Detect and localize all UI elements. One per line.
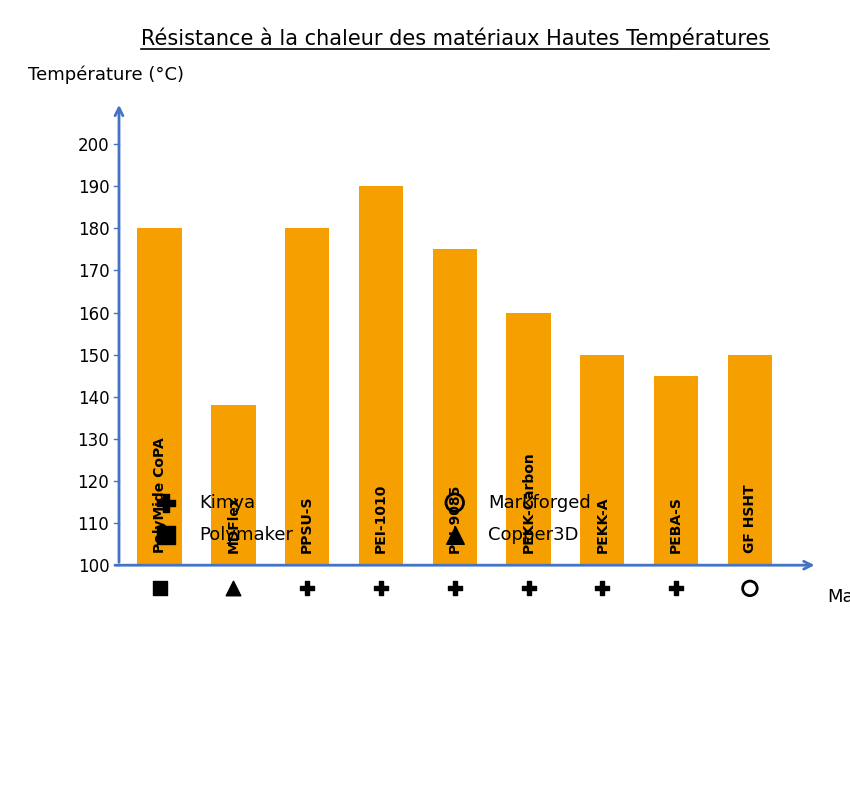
Bar	[581, 355, 625, 565]
Point	[374, 582, 388, 595]
Point	[300, 582, 314, 595]
Text: PEI-9085: PEI-9085	[448, 484, 462, 553]
Bar	[138, 228, 182, 565]
Text: Polymaker: Polymaker	[200, 526, 293, 544]
Bar	[728, 355, 772, 565]
Bar	[285, 228, 329, 565]
Bar	[212, 405, 256, 565]
Text: Matériaux: Matériaux	[827, 589, 850, 606]
Text: Markforged: Markforged	[488, 494, 591, 512]
Text: GF HSHT: GF HSHT	[743, 484, 756, 553]
Text: Kimya: Kimya	[200, 494, 256, 512]
Text: PPSU-S: PPSU-S	[300, 495, 314, 553]
Point	[596, 582, 609, 595]
Text: PEKK-A: PEKK-A	[595, 496, 609, 553]
Text: Température (°C): Température (°C)	[28, 65, 184, 83]
Text: PolyMide CoPA: PolyMide CoPA	[153, 436, 167, 553]
Text: Copper3D: Copper3D	[488, 526, 579, 544]
Point	[743, 582, 756, 595]
Bar	[654, 376, 698, 565]
Point	[669, 582, 683, 595]
Text: PEBA-S: PEBA-S	[669, 495, 683, 553]
Bar	[433, 250, 477, 565]
Text: PEI-1010: PEI-1010	[374, 484, 388, 553]
Text: MDFlex: MDFlex	[226, 495, 241, 553]
Text: PEKK-Carbon: PEKK-Carbon	[522, 451, 536, 553]
Bar	[507, 312, 551, 565]
Text: Résistance à la chaleur des matériaux Hautes Températures: Résistance à la chaleur des matériaux Ha…	[140, 27, 769, 49]
Point	[227, 582, 241, 595]
Point	[522, 582, 536, 595]
Point	[153, 582, 167, 595]
Bar	[359, 186, 403, 565]
Point	[448, 582, 462, 595]
